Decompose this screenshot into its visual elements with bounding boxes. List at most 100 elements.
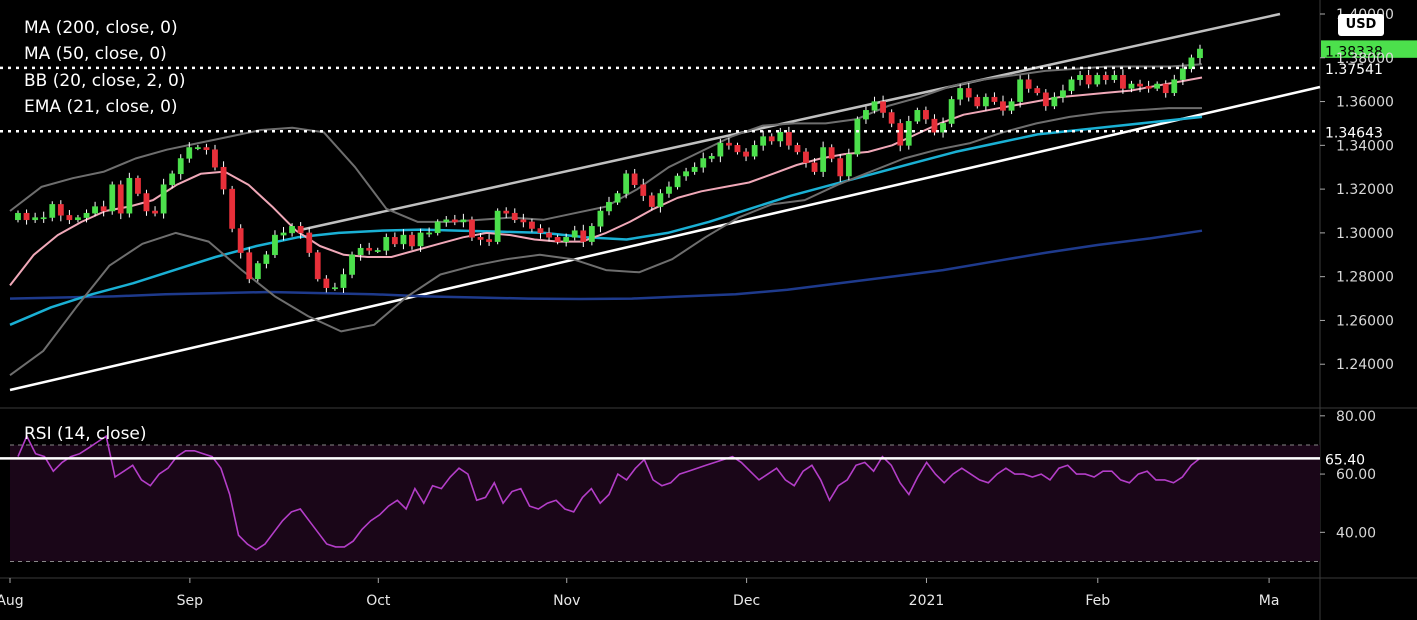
candle-up bbox=[177, 158, 184, 175]
candle-up bbox=[1008, 101, 1015, 111]
candle-up bbox=[674, 175, 681, 188]
candle-down bbox=[314, 252, 321, 280]
channel-lower-line bbox=[9, 85, 1321, 392]
candle-up bbox=[186, 147, 193, 159]
rsi-y-tick-label: 80.00 bbox=[1336, 409, 1376, 425]
ma200-line bbox=[9, 229, 1203, 301]
last-price-box bbox=[1321, 40, 1417, 61]
candle-up bbox=[169, 173, 176, 185]
candle-up bbox=[940, 123, 946, 133]
candle-up bbox=[948, 99, 955, 124]
candle-up bbox=[443, 219, 450, 223]
candle-down bbox=[640, 184, 647, 196]
ema-line bbox=[9, 76, 1203, 287]
candle-up bbox=[700, 158, 707, 168]
candle-up bbox=[863, 110, 869, 120]
candle-down bbox=[469, 219, 475, 238]
candle-up bbox=[905, 121, 912, 146]
rsi-panel: 80.00 60.00 40.00 65.40 bbox=[0, 409, 1417, 562]
candle-up bbox=[340, 274, 347, 288]
candle-up bbox=[982, 96, 989, 107]
candle-up bbox=[15, 212, 21, 221]
candle-up bbox=[374, 250, 381, 252]
candle-down bbox=[297, 226, 304, 234]
legend-ma50: MA (50, close, 0) bbox=[24, 44, 167, 64]
candle-up bbox=[75, 217, 81, 221]
candle-up bbox=[623, 173, 630, 194]
legend-ma200: MA (200, close, 0) bbox=[24, 18, 178, 38]
candle-up bbox=[854, 118, 861, 155]
y-tick-label: 1.24000 bbox=[1336, 357, 1394, 373]
candle-down bbox=[1034, 88, 1041, 94]
candle-up bbox=[666, 186, 672, 194]
candle-down bbox=[1025, 79, 1032, 89]
y-tick-label: 1.28000 bbox=[1336, 270, 1394, 286]
candle-down bbox=[974, 96, 981, 107]
candle-up bbox=[1171, 79, 1178, 94]
candle-up bbox=[571, 230, 578, 238]
candle-up bbox=[845, 153, 852, 177]
candle-up bbox=[126, 177, 133, 214]
candle-up bbox=[263, 254, 270, 264]
candle-down bbox=[409, 234, 415, 247]
candle-up bbox=[1094, 75, 1101, 85]
ma50-line bbox=[9, 115, 1203, 326]
candle-up bbox=[349, 254, 355, 275]
candle-up bbox=[417, 232, 424, 247]
candle-down bbox=[451, 219, 458, 223]
candle-down bbox=[117, 184, 124, 214]
candle-up bbox=[194, 147, 201, 149]
candle-down bbox=[306, 232, 313, 253]
candle-down bbox=[965, 88, 972, 98]
candle-up bbox=[40, 217, 47, 220]
candle-up bbox=[820, 147, 827, 172]
candle-up bbox=[914, 110, 921, 122]
currency-badge[interactable]: USD bbox=[1338, 14, 1384, 36]
candle-up bbox=[1179, 68, 1186, 80]
legend-ema: EMA (21, close, 0) bbox=[24, 97, 178, 117]
candle-up bbox=[683, 171, 689, 177]
candle-down bbox=[477, 237, 484, 240]
candle-up bbox=[957, 88, 964, 100]
candle-down bbox=[391, 237, 398, 245]
candle-up bbox=[494, 210, 501, 242]
candle-down bbox=[631, 173, 638, 185]
candle-down bbox=[237, 228, 244, 253]
candle-down bbox=[529, 221, 535, 229]
candle-down bbox=[366, 247, 373, 251]
x-tick-label: Dec bbox=[733, 593, 760, 609]
candle-down bbox=[648, 195, 655, 207]
candle-up bbox=[597, 210, 604, 227]
candle-up bbox=[760, 136, 767, 146]
candle-down bbox=[212, 149, 218, 168]
candle-up bbox=[460, 219, 467, 223]
candle-down bbox=[1042, 92, 1049, 107]
indicator-lines bbox=[9, 63, 1203, 377]
candle-up bbox=[606, 201, 612, 212]
candle-down bbox=[520, 219, 527, 223]
candle-down bbox=[546, 232, 552, 238]
candle-up bbox=[383, 237, 390, 251]
candle-up bbox=[160, 184, 167, 214]
candle-up bbox=[1188, 57, 1195, 69]
candle-down bbox=[726, 142, 732, 146]
candle-down bbox=[828, 147, 835, 159]
candle-down bbox=[785, 131, 792, 146]
price-levels: 1.38338 1.37541 1.34643 bbox=[0, 40, 1417, 142]
candle-down bbox=[23, 212, 30, 221]
candle-down bbox=[768, 136, 775, 142]
candle-down bbox=[1137, 83, 1143, 87]
candle-up bbox=[400, 234, 407, 245]
candle-up bbox=[1068, 79, 1075, 91]
bb-upper-line bbox=[9, 63, 1203, 223]
rsi-line bbox=[17, 434, 1201, 551]
candle-down bbox=[486, 239, 492, 242]
candle-up bbox=[1197, 48, 1203, 59]
candle-down bbox=[537, 228, 544, 234]
candle-down bbox=[1085, 75, 1092, 85]
candle-down bbox=[880, 101, 886, 113]
level-label-bg bbox=[1321, 121, 1417, 142]
candlesticks bbox=[15, 44, 1203, 293]
candle-up bbox=[434, 221, 441, 234]
